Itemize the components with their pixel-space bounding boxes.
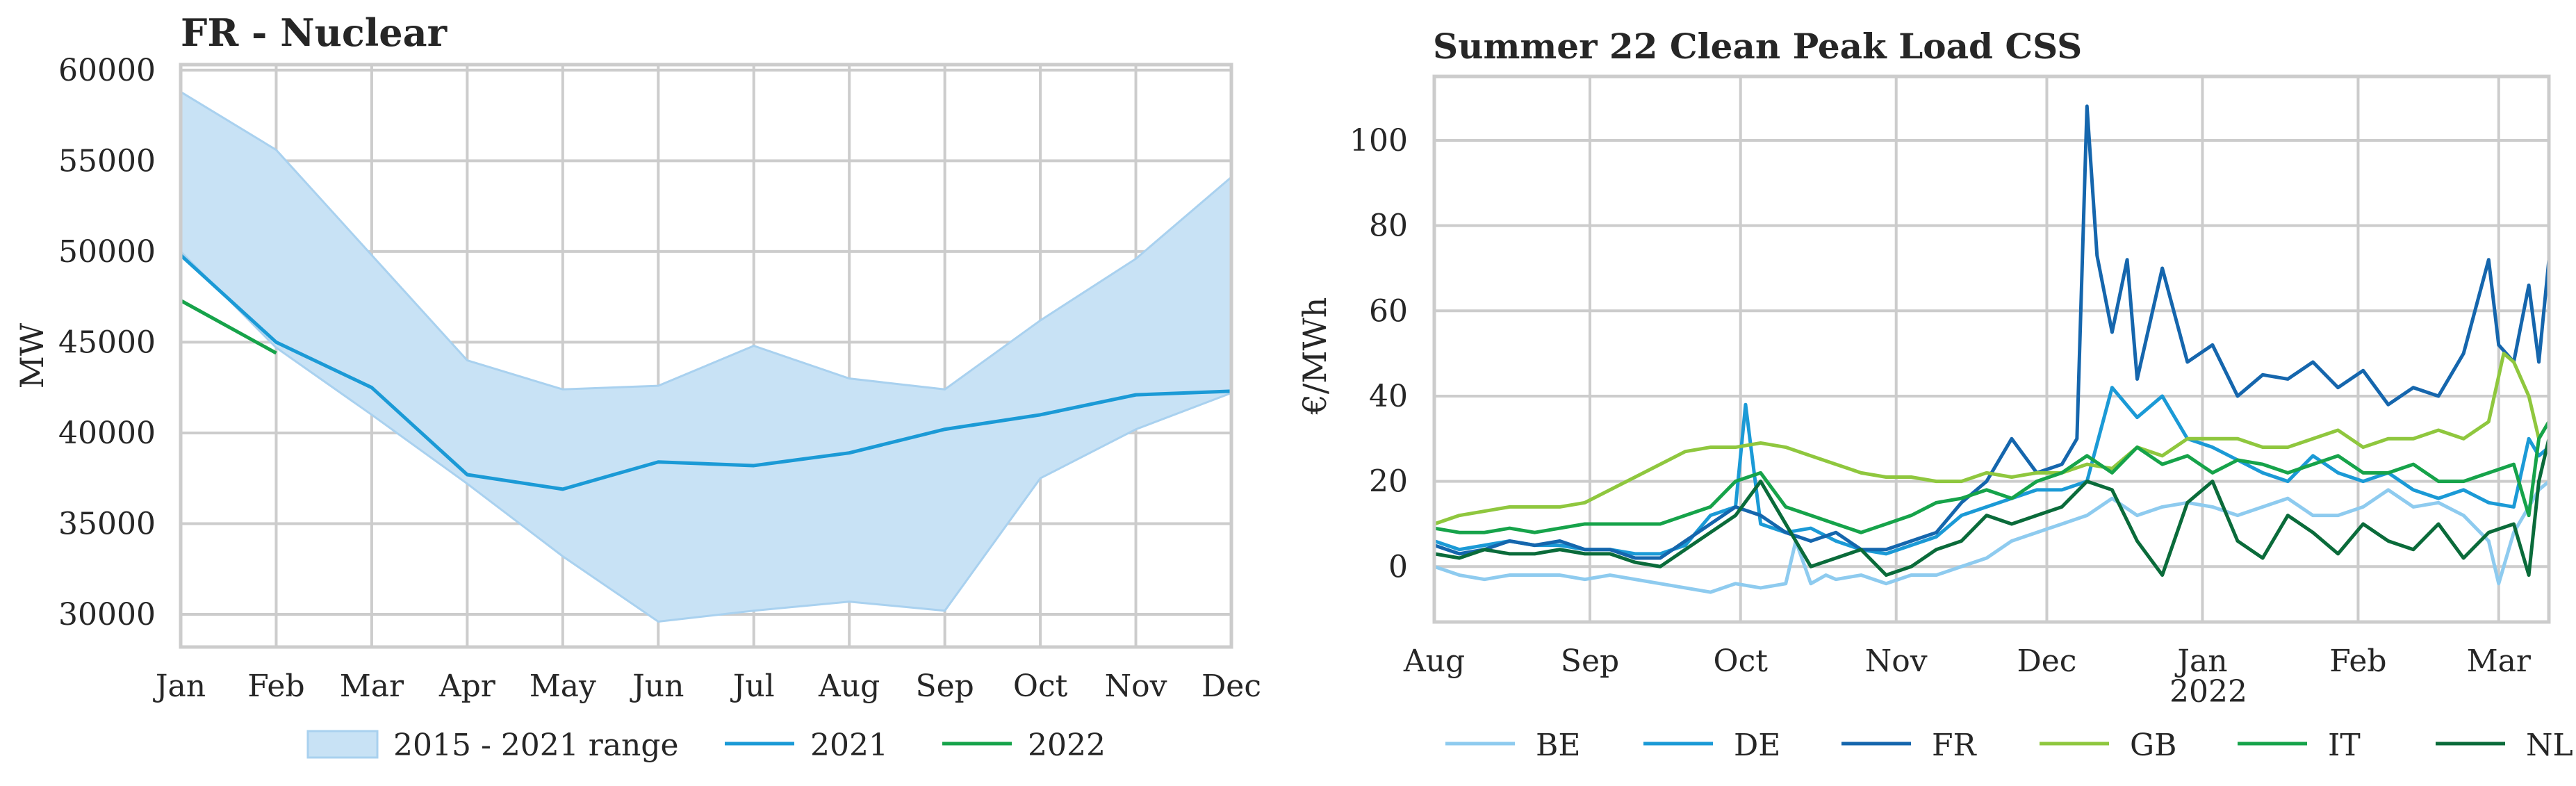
series-line-GB	[1434, 352, 2549, 526]
legend-label-BE: BE	[1536, 728, 1580, 763]
chart2-x-tick-labels: Aug Sep Oct Nov Dec Jan Feb Mar	[1403, 644, 2532, 679]
chart2-y-tick: 0	[1388, 549, 1408, 584]
chart1-x-tick: Jan	[153, 669, 206, 704]
chart2-x-tick: Dec	[2017, 644, 2076, 679]
chart2-y-axis-label: €/MWh	[1296, 297, 1334, 416]
chart2-y-tick-labels: 0 20 40 60 80 100	[1349, 123, 1408, 584]
chart1-legend: 2015 - 2021 range 2021 2022	[306, 728, 1106, 763]
chart1-y-tick: 40000	[58, 416, 156, 451]
chart-summer22-css: Summer 22 Clean Peak Load CSS Aug Sep Oct N…	[1296, 26, 2573, 763]
chart-fr-nuclear: FR - Nuclear Jan Feb Mar Apr May Jun Jul Aug Sep…	[13, 10, 1261, 763]
series-line-FR	[1434, 104, 2549, 560]
chart1-frame	[179, 63, 1233, 649]
chart2-y-tick: 80	[1369, 208, 1408, 244]
chart2-year-label: 2022	[2169, 674, 2247, 710]
chart1-y-tick: 45000	[58, 325, 156, 360]
chart2-x-tick: Aug	[1403, 644, 1465, 679]
chart1-x-tick: May	[530, 669, 596, 704]
chart2-y-tick: 100	[1349, 123, 1408, 158]
chart2-frame	[1432, 74, 2551, 624]
chart2-x-tick: Oct	[1714, 644, 1769, 679]
chart2-x-tick: Feb	[2329, 644, 2386, 679]
chart1-title: FR - Nuclear	[181, 10, 448, 55]
chart2-x-tick: Sep	[1561, 644, 1619, 679]
chart1-x-tick: Sep	[915, 669, 974, 704]
legend-label-2021: 2021	[810, 728, 888, 763]
chart1-x-tick: Jul	[730, 669, 775, 704]
chart1-x-tick-labels: Jan Feb Mar Apr May Jun Jul Aug Sep Oct Nov Dec	[153, 669, 1261, 704]
chart1-x-tick: Mar	[340, 669, 404, 704]
chart2-grid	[1433, 76, 2549, 622]
legend-label-2022: 2022	[1028, 728, 1106, 763]
chart2-y-tick: 20	[1369, 464, 1408, 500]
chart2-series	[1434, 104, 2549, 594]
chart1-x-tick: Nov	[1105, 669, 1167, 704]
chart1-y-tick: 35000	[58, 506, 156, 541]
chart1-x-tick: Dec	[1201, 669, 1261, 704]
chart1-x-tick: Oct	[1013, 669, 1068, 704]
chart2-y-tick: 60	[1369, 293, 1408, 329]
chart1-x-tick: Feb	[247, 669, 304, 704]
legend-label-DE: DE	[1734, 728, 1780, 763]
chart1-series	[179, 254, 1232, 491]
chart2-title: Summer 22 Clean Peak Load CSS	[1433, 26, 2082, 67]
chart2-x-tick: Mar	[2467, 644, 2532, 679]
chart1-y-tick: 50000	[58, 234, 156, 270]
chart1-x-tick: Aug	[818, 669, 880, 704]
chart1-y-tick: 55000	[58, 143, 156, 179]
legend-label-NL: NL	[2526, 728, 2573, 763]
chart1-range-band	[179, 90, 1233, 623]
legend-label-IT: IT	[2328, 728, 2361, 763]
chart2-x-tick: Nov	[1865, 644, 1928, 679]
chart1-x-tick: Apr	[438, 669, 496, 704]
series-line-IT	[1434, 420, 2549, 534]
series-line-2022	[179, 299, 277, 355]
range-band-area	[179, 90, 1233, 623]
series-line-NL	[1434, 438, 2549, 578]
legend-label-FR: FR	[1932, 728, 1978, 763]
series-line-BE	[1434, 480, 2549, 594]
chart1-y-tick: 60000	[58, 53, 156, 88]
chart1-y-tick: 30000	[58, 597, 156, 632]
chart2-x-tick: Jan	[2174, 644, 2227, 679]
legend-swatch-range	[306, 730, 379, 759]
series-line-DE	[1434, 386, 2549, 556]
chart1-y-axis-label: MW	[13, 322, 51, 388]
chart2-y-tick: 40	[1369, 379, 1408, 414]
series-line-2021	[179, 254, 1232, 491]
chart1-y-tick-labels: 30000 35000 40000 45000 50000 55000 60000	[58, 53, 156, 632]
chart2-legend: BE DE FR GB IT NL	[1445, 728, 2573, 763]
chart1-x-tick: Jun	[630, 669, 684, 704]
legend-label-GB: GB	[2130, 728, 2176, 763]
legend-label-range: 2015 - 2021 range	[393, 728, 679, 763]
